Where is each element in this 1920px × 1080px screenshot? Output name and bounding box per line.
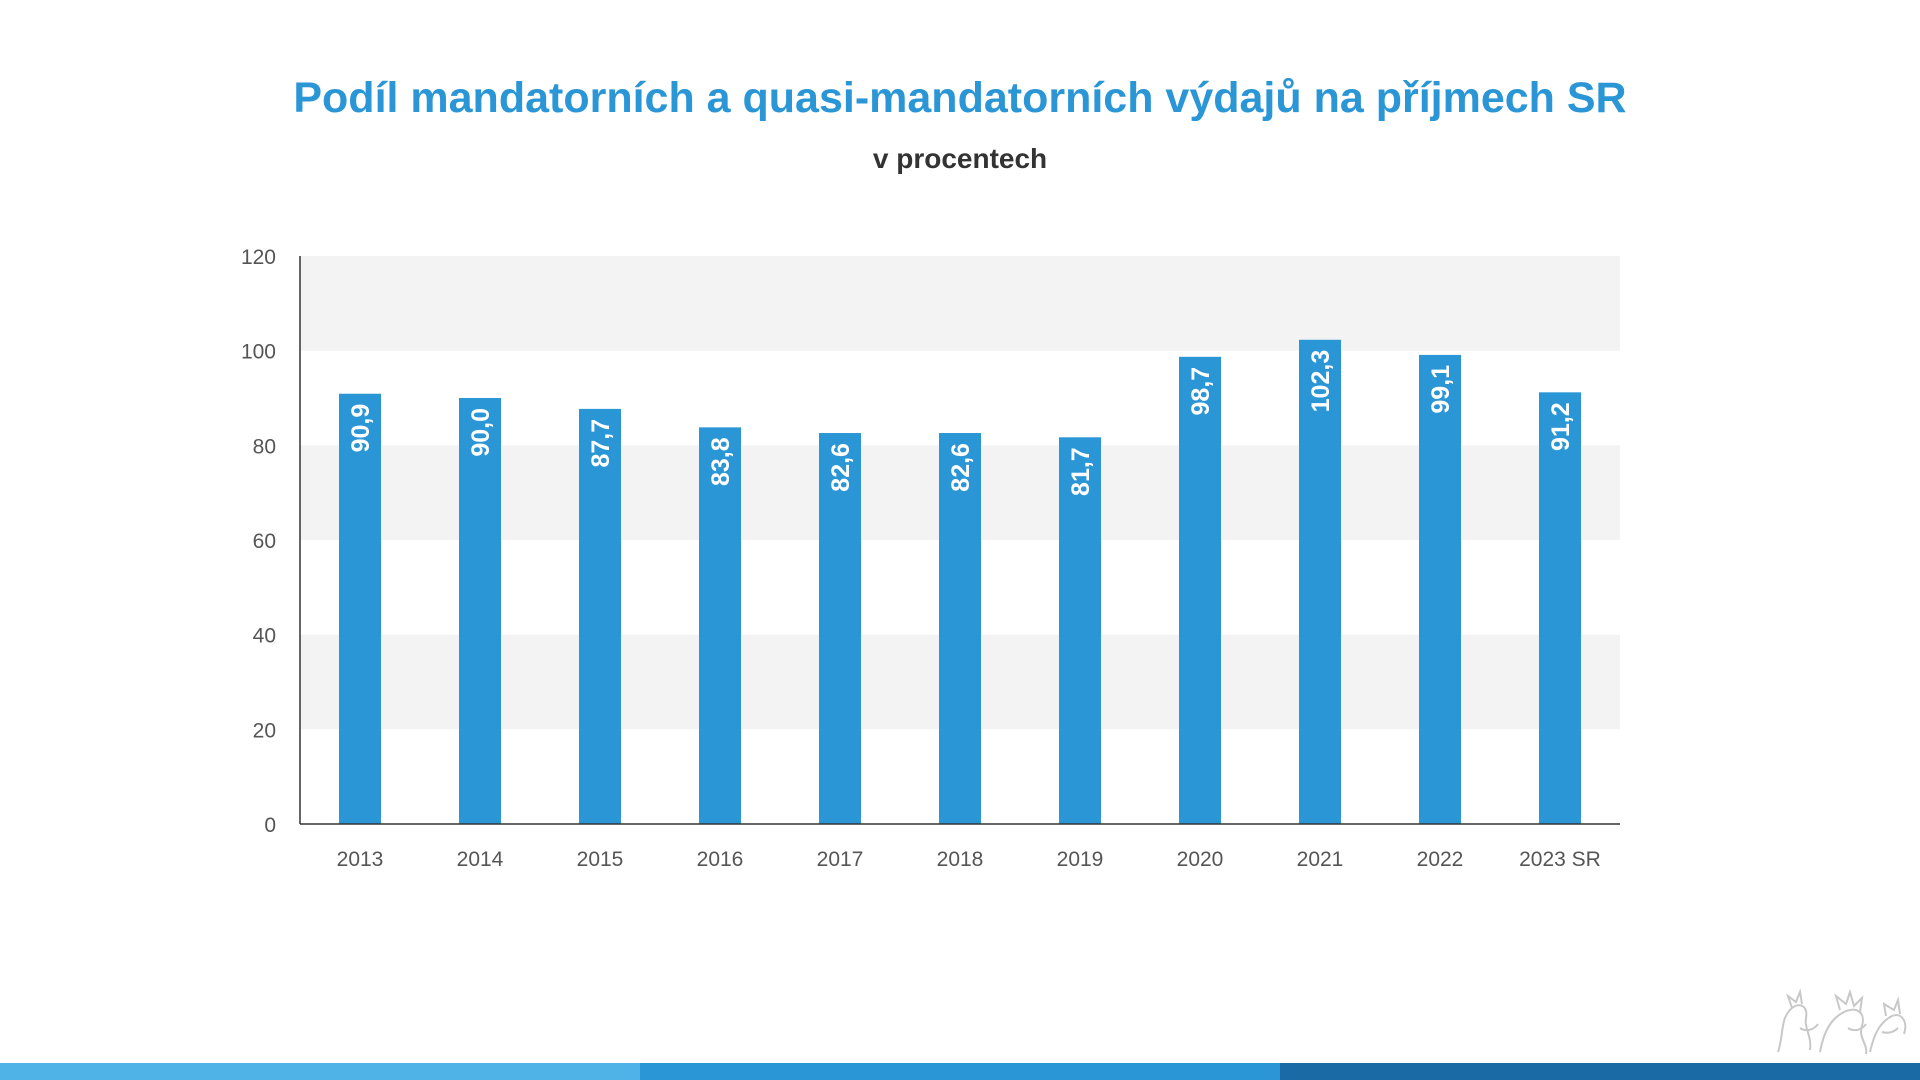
x-tick-label: 2017	[817, 848, 864, 871]
y-tick-label: 80	[253, 435, 276, 458]
bar	[1419, 354, 1461, 824]
bar-value-label: 83,8	[707, 437, 735, 486]
bar-chart: 0 20 40 60 80 100 120 90,9 2013 90,0 2014 87,7 2015 8…	[241, 246, 1620, 871]
y-tick-label: 20	[253, 719, 276, 742]
bar-value-label: 90,9	[347, 404, 375, 453]
bar	[699, 427, 741, 824]
bar-value-label: 99,1	[1427, 365, 1455, 414]
bar	[939, 433, 981, 824]
x-tick-label: 2018	[937, 848, 984, 871]
bar-value-label: 87,7	[587, 419, 615, 468]
bar-value-label: 102,3	[1307, 350, 1335, 413]
bar	[819, 433, 861, 824]
grid-band	[300, 256, 1620, 351]
bar-value-label: 91,2	[1547, 402, 1575, 451]
footer-strip-segment-dark	[1280, 1063, 1920, 1080]
x-tick-label: 2019	[1057, 848, 1104, 871]
y-tick-label: 60	[253, 530, 276, 553]
bar	[1539, 392, 1581, 824]
x-tick-label: 2022	[1417, 848, 1464, 871]
footer-strip-segment-mid	[640, 1063, 1280, 1080]
chart-title: Podíl mandatorních a quasi-mandatorních …	[293, 74, 1627, 122]
bar	[1059, 437, 1101, 824]
x-tick-label: 2015	[577, 848, 624, 871]
y-tick-label: 40	[253, 625, 276, 648]
chart-subtitle: v procentech	[872, 143, 1048, 174]
coat-of-arms-logo	[1777, 988, 1907, 1055]
y-tick-label: 0	[264, 814, 276, 837]
x-tick-label: 2023 SR	[1519, 848, 1601, 871]
footer-color-strip	[0, 1063, 1920, 1080]
bar	[579, 408, 621, 824]
bar-value-label: 82,6	[827, 443, 855, 492]
x-tick-label: 2021	[1297, 848, 1344, 871]
bar-value-label: 90,0	[467, 408, 495, 457]
x-tick-label: 2013	[337, 848, 384, 871]
bar	[459, 398, 501, 824]
bar	[1299, 339, 1341, 824]
bar-value-label: 82,6	[947, 443, 975, 492]
bar-value-label: 98,7	[1187, 367, 1215, 416]
x-tick-label: 2020	[1177, 848, 1224, 871]
bar-value-label: 81,7	[1067, 447, 1095, 496]
y-tick-label: 100	[241, 341, 276, 364]
x-tick-label: 2014	[457, 848, 504, 871]
bar	[1179, 356, 1221, 824]
y-tick-label: 120	[241, 246, 276, 269]
bar	[339, 393, 381, 824]
footer-strip-segment-light	[0, 1063, 640, 1080]
x-tick-label: 2016	[697, 848, 744, 871]
